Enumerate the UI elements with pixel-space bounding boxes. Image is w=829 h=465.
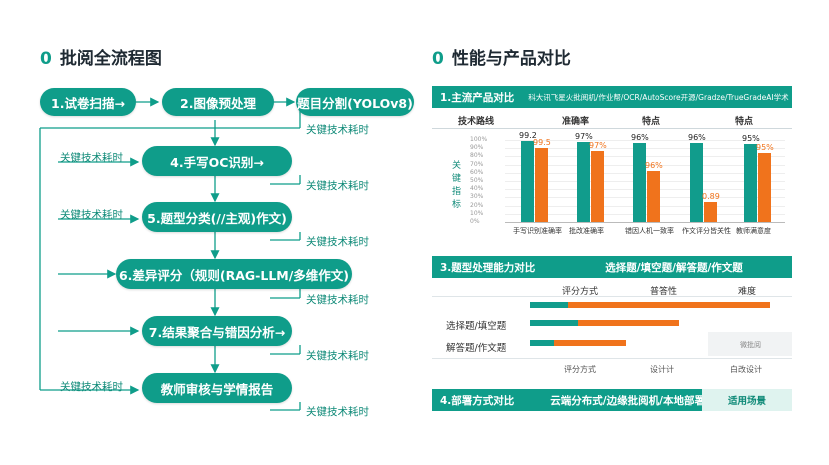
y-axis-char: 指 xyxy=(452,187,462,197)
section3-title: 4.部署方式对比 xyxy=(440,394,515,407)
key-label: 关键技术耗时 xyxy=(306,180,369,192)
y-axis-char: 关 xyxy=(452,161,462,171)
key-label: 关键技术耗时 xyxy=(60,209,123,221)
perf-heading-title: 性能与产品对比 xyxy=(451,49,571,69)
key-label: 关键技术耗时 xyxy=(60,152,123,164)
ability-row-choice: 选择题/填空题 xyxy=(446,321,507,332)
ability-col-difficulty: 难度 xyxy=(738,287,757,297)
section2-header: 3.题型处理能力对比 选择题/填空题/解答题/作文题 xyxy=(432,256,792,278)
note-text: 微批阅 xyxy=(740,341,761,349)
step-7-aggregate: 7.结果聚合与错因分析→ xyxy=(142,316,292,346)
perf-heading: 0 性能与产品对比 xyxy=(432,44,571,69)
flow-heading-title: 批阅全流程图 xyxy=(59,49,162,69)
key-label: 关键技术耗时 xyxy=(306,124,369,136)
col-header-accuracy: 准确率 xyxy=(562,117,590,127)
col-header-feature: 特点 xyxy=(642,117,661,127)
key-label: 关键技术耗时 xyxy=(306,236,369,248)
ability-footer-3: 白改设计 xyxy=(730,365,762,374)
section3-tag: 适用场景 xyxy=(702,389,792,411)
section3-modes: 云端分布式/边缘批阅机/本地部署 xyxy=(550,394,705,407)
ability-footer-2: 设计计 xyxy=(650,365,674,374)
step-4-ocr: 4.手写OC识别→ xyxy=(142,146,292,176)
step-5-classify: 5.题型分类(//主观)作文) xyxy=(142,202,292,232)
col-header-feature2: 特点 xyxy=(735,117,754,127)
ability-col-scoring: 评分方式 xyxy=(562,287,599,297)
section1-header: 1.主流产品对比 科大讯飞星火批阅机/作业帮/OCR/AutoScore开源/G… xyxy=(432,86,792,108)
step-6-scoring: 6.差异评分（规则(RAG-LLM/多维作文) xyxy=(116,259,352,289)
ability-row-essay: 解答题/作文题 xyxy=(446,343,507,354)
ability-footer-1: 评分方式 xyxy=(564,365,596,374)
step-3-segmentation: 题目分割(YOLOv8) xyxy=(296,88,414,116)
note-box xyxy=(708,332,792,356)
flow-heading-number: 0 xyxy=(40,49,52,69)
section2-divider-bottom xyxy=(432,358,792,359)
section1-title: 1.主流产品对比 xyxy=(440,91,515,104)
y-axis-label: 关 键 指 标 xyxy=(452,160,462,212)
section2-divider xyxy=(432,296,792,297)
key-label: 关键技术耗时 xyxy=(306,406,369,418)
flow-heading: 0 批阅全流程图 xyxy=(40,44,162,69)
col-header-route: 技术路线 xyxy=(458,117,495,127)
step-8-review: 教师审核与学情报告 xyxy=(142,373,292,403)
perf-heading-number: 0 xyxy=(432,49,444,69)
step-1-scan: 1.试卷扫描→ xyxy=(40,88,136,116)
section2-title: 3.题型处理能力对比 xyxy=(440,261,536,274)
key-label: 关键技术耗时 xyxy=(306,350,369,362)
ability-col-generality: 普答性 xyxy=(650,287,678,297)
section3-header: 4.部署方式对比 云端分布式/边缘批阅机/本地部署 xyxy=(432,389,705,411)
section1-products: 科大讯飞星火批阅机/作业帮/OCR/AutoScore开源/Gradze/Tru… xyxy=(528,92,789,102)
key-label: 关键技术耗时 xyxy=(60,381,123,393)
y-axis-char: 键 xyxy=(452,174,462,184)
y-axis-char: 标 xyxy=(452,200,462,210)
section2-types: 选择题/填空题/解答题/作文题 xyxy=(605,261,743,274)
key-label: 关键技术耗时 xyxy=(306,294,369,306)
section1-divider xyxy=(432,128,792,129)
step-2-preprocess: 2.图像预处理 xyxy=(162,88,274,116)
